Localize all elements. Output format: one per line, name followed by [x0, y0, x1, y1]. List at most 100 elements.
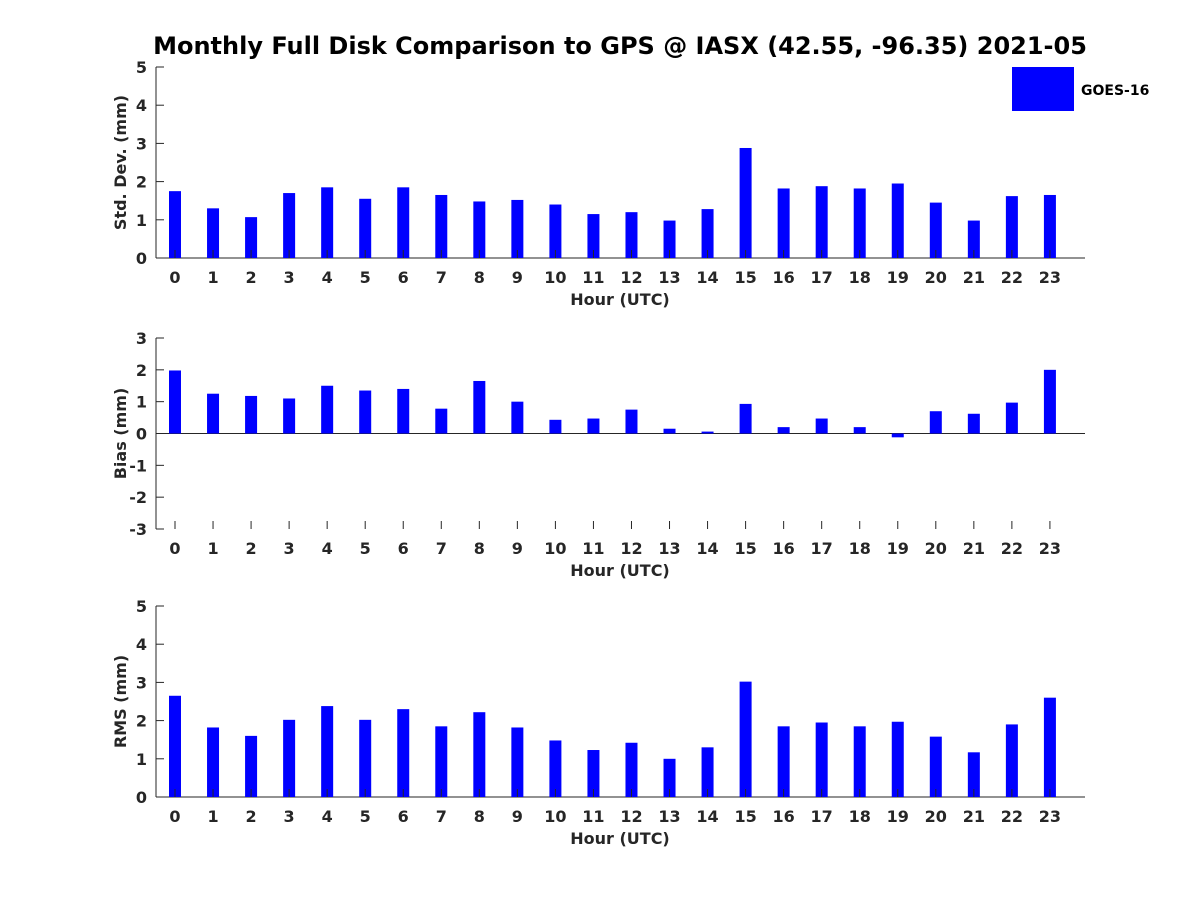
- x-tick-label: 4: [322, 268, 333, 287]
- bar: [853, 427, 866, 434]
- x-tick-label: 4: [322, 807, 333, 826]
- x-tick-label: 11: [582, 539, 604, 558]
- y-tick-label: 0: [136, 425, 147, 444]
- x-tick-label: 23: [1039, 807, 1061, 826]
- legend-swatch: [1012, 67, 1074, 111]
- x-axis-label: Hour (UTC): [570, 290, 670, 309]
- x-tick-label: 14: [696, 807, 718, 826]
- bar: [169, 695, 181, 797]
- bar: [1005, 402, 1018, 434]
- x-tick-label: 11: [582, 268, 604, 287]
- bar: [359, 390, 372, 434]
- bar: [283, 193, 296, 258]
- bar: [359, 198, 372, 258]
- y-tick-label: -1: [129, 456, 147, 475]
- x-tick-label: 0: [169, 268, 180, 287]
- bar: [473, 380, 486, 434]
- bar: [853, 188, 866, 258]
- y-tick-label: 3: [136, 134, 147, 153]
- x-tick-label: 4: [322, 539, 333, 558]
- x-tick-label: 5: [360, 807, 371, 826]
- x-tick-label: 0: [169, 807, 180, 826]
- x-tick-label: 14: [696, 539, 718, 558]
- x-tick-label: 22: [1001, 807, 1023, 826]
- bar: [1043, 697, 1056, 797]
- bar: [397, 388, 410, 434]
- bar: [283, 398, 296, 434]
- bar: [663, 220, 676, 258]
- x-tick-label: 7: [436, 268, 447, 287]
- x-tick-label: 9: [512, 539, 523, 558]
- bar: [587, 418, 600, 434]
- x-tick-label: 2: [246, 539, 257, 558]
- bar: [967, 220, 980, 258]
- bar: [283, 719, 296, 797]
- bar: [511, 401, 524, 434]
- y-tick-label: 2: [136, 712, 147, 731]
- bar: [853, 726, 866, 797]
- bar: [169, 370, 181, 434]
- x-tick-label: 6: [398, 807, 409, 826]
- bar: [245, 395, 258, 434]
- x-tick-label: 8: [474, 807, 485, 826]
- bar: [777, 188, 790, 258]
- x-tick-label: 18: [849, 807, 871, 826]
- y-tick-label: 1: [136, 211, 147, 230]
- bar: [359, 719, 372, 797]
- x-tick-label: 1: [207, 268, 218, 287]
- x-tick-label: 19: [887, 807, 909, 826]
- y-tick-label: -3: [129, 520, 147, 539]
- x-tick-label: 23: [1039, 268, 1061, 287]
- x-tick-label: 14: [696, 268, 718, 287]
- x-tick-label: 17: [811, 807, 833, 826]
- bar: [701, 431, 714, 434]
- x-tick-label: 7: [436, 807, 447, 826]
- bar: [929, 202, 942, 258]
- bar: [701, 209, 714, 258]
- x-tick-label: 0: [169, 539, 180, 558]
- bar: [663, 758, 676, 797]
- y-tick-label: 4: [136, 96, 147, 115]
- bar: [929, 411, 942, 434]
- x-tick-label: 5: [360, 539, 371, 558]
- bar: [549, 740, 562, 797]
- x-tick-label: 20: [925, 807, 947, 826]
- x-tick-label: 15: [734, 268, 756, 287]
- x-tick-label: 6: [398, 539, 409, 558]
- bar: [321, 187, 334, 258]
- x-tick-label: 11: [582, 807, 604, 826]
- bar: [701, 747, 714, 797]
- x-tick-label: 12: [620, 807, 642, 826]
- y-tick-label: 0: [136, 249, 147, 268]
- bar: [321, 385, 334, 434]
- x-tick-label: 13: [658, 539, 680, 558]
- x-tick-label: 17: [811, 539, 833, 558]
- x-tick-label: 17: [811, 268, 833, 287]
- bar: [1043, 194, 1056, 258]
- bar: [891, 721, 904, 797]
- bar: [245, 217, 258, 258]
- x-tick-label: 16: [773, 268, 795, 287]
- x-tick-label: 21: [963, 539, 985, 558]
- x-tick-label: 19: [887, 539, 909, 558]
- y-tick-label: 5: [136, 597, 147, 616]
- x-tick-label: 9: [512, 268, 523, 287]
- bar: [473, 201, 486, 258]
- x-tick-label: 9: [512, 807, 523, 826]
- x-tick-label: 10: [544, 268, 566, 287]
- y-tick-label: 3: [136, 673, 147, 692]
- bar: [207, 727, 220, 797]
- y-tick-label: 4: [136, 635, 147, 654]
- bar: [207, 393, 220, 434]
- bar: [891, 183, 904, 258]
- x-tick-label: 19: [887, 268, 909, 287]
- y-tick-label: 1: [136, 393, 147, 412]
- bar: [587, 750, 600, 797]
- bar: [511, 199, 524, 258]
- bar: [739, 147, 752, 258]
- bar: [625, 742, 638, 797]
- x-tick-label: 12: [620, 268, 642, 287]
